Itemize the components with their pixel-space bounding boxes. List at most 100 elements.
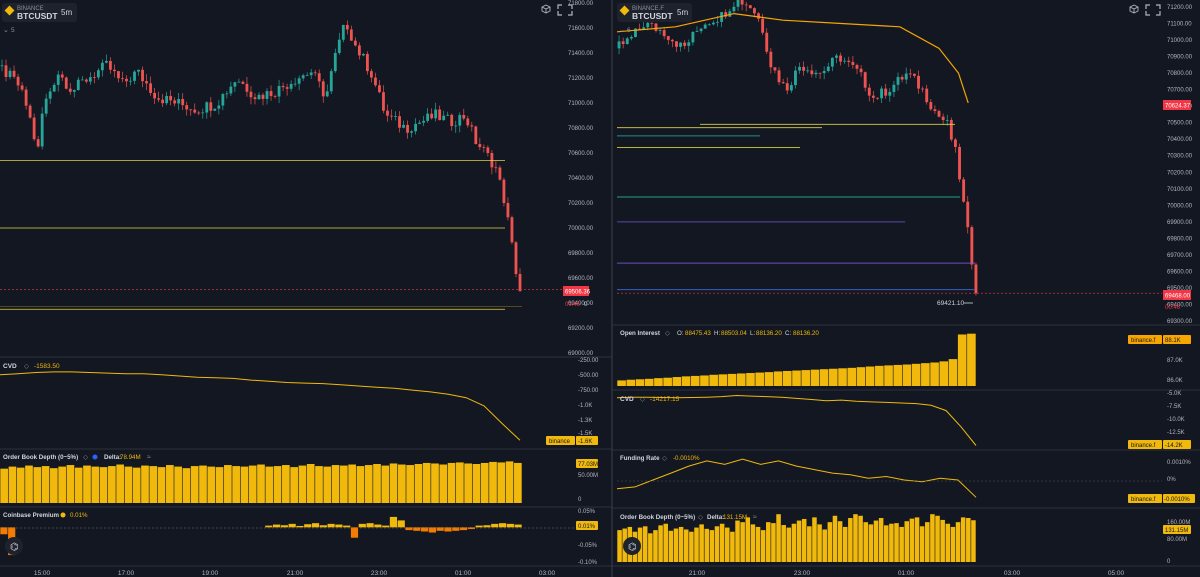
oi-close: 88136.20: [793, 330, 819, 337]
expand-icon[interactable]: [1145, 4, 1161, 16]
right-symbol-header[interactable]: BINANCE.F BTCUSDT 5m: [617, 3, 692, 22]
chevron-down-icon[interactable]: ⌄: [3, 27, 9, 34]
left-price-pane[interactable]: [0, 20, 562, 310]
candle: [253, 97, 257, 100]
expand-icon[interactable]: [557, 4, 573, 16]
premium-bar: [319, 525, 327, 528]
open-interest-bar: [810, 369, 820, 386]
left-premium-pane[interactable]: 0.05% -0.05% -0.10%: [0, 509, 598, 566]
orderbook-depth-bar: [315, 466, 323, 503]
countdown: 00:46: [565, 302, 581, 308]
price-tick-label: 71400.00: [568, 51, 594, 57]
candle: [297, 78, 301, 84]
candle: [321, 81, 325, 97]
candle: [293, 83, 297, 85]
left-price-axis[interactable]: 71800.00 71600.00 71400.00 71200.00 71000.00…: [568, 1, 594, 357]
orderbook-depth-bar: [894, 523, 899, 562]
orderbook-depth-bar: [796, 520, 802, 562]
left-orderbook-pane[interactable]: 50.00M 0: [0, 461, 598, 503]
right-cvd-badge: binance.f -14.2K: [1128, 440, 1191, 449]
interval-label[interactable]: 5m: [61, 8, 72, 17]
right-oi-badge: binance.f 88.1K: [1128, 335, 1191, 344]
candle: [707, 24, 711, 26]
delta-value: 131.15M: [723, 514, 747, 521]
eye-slash-icon[interactable]: ≈: [147, 454, 151, 461]
tradingview-logo-icon[interactable]: ⌬: [623, 537, 641, 555]
open-interest-bar: [700, 375, 709, 386]
orderbook-depth-bar: [58, 466, 66, 503]
left-collapse-button[interactable]: ⌄ 5: [3, 27, 15, 34]
left-obd-legend: Order Book Depth (0~5%) ◇ Delta: 78.94M …: [3, 454, 151, 461]
right-oi-pane[interactable]: 87.0K 86.0K: [617, 333, 1183, 386]
candle: [265, 91, 269, 99]
left-time-axis[interactable]: 15:00 17:00 19:00 21:00 23:00 01:00 03:00: [34, 570, 556, 577]
orderbook-depth-bar: [364, 465, 373, 503]
orderbook-depth-bar: [955, 522, 961, 562]
eye-slash-icon[interactable]: ≈: [753, 514, 757, 521]
binance-logo-icon: [619, 5, 630, 16]
oi-open: 88475.43: [685, 330, 711, 337]
candle: [398, 116, 401, 128]
candle: [949, 119, 953, 140]
candle: [442, 115, 446, 121]
candle: [876, 97, 879, 99]
tradingview-logo-icon[interactable]: ⌬: [5, 537, 23, 555]
binance-logo-icon: [4, 5, 15, 16]
orderbook-depth-bar: [398, 464, 406, 503]
orderbook-depth-bar: [642, 526, 648, 562]
right-time-axis[interactable]: 21:00 23:00 01:00 03:00 05:00: [689, 570, 1125, 577]
orderbook-depth-bar: [248, 465, 257, 503]
settings-icon[interactable]: ◇: [640, 396, 646, 403]
settings-icon[interactable]: ◇: [24, 363, 30, 370]
candle: [458, 114, 462, 126]
status-dot-icon: [92, 454, 98, 460]
candle: [317, 73, 321, 82]
orderbook-depth-bar: [149, 466, 158, 503]
settings-icon[interactable]: ◇: [83, 454, 89, 461]
settings-icon[interactable]: ◇: [665, 330, 671, 337]
orderbook-depth-bar: [422, 462, 431, 503]
right-funding-pane[interactable]: 0.0010% 0%: [616, 458, 1191, 498]
settings-icon[interactable]: ◇: [698, 514, 704, 521]
candle: [341, 24, 345, 40]
candle: [12, 70, 16, 77]
interval-label[interactable]: 5m: [677, 8, 688, 17]
right-price-axis[interactable]: 71200.00 71100.00 71000.00 70900.00 70800.00…: [1167, 5, 1193, 325]
candle: [426, 113, 430, 121]
settings-icon[interactable]: ◇: [662, 455, 668, 462]
open-interest-bar: [635, 379, 645, 386]
premium-bar: [506, 523, 514, 528]
open-interest-bar: [727, 373, 737, 386]
last-price-tag-bg: [563, 286, 589, 296]
candle: [92, 77, 96, 79]
candle: [683, 42, 687, 46]
candle: [506, 203, 510, 218]
cube-icon[interactable]: [1129, 4, 1139, 14]
price-tick-label: 70000.00: [568, 226, 594, 232]
candle: [418, 122, 422, 124]
candle: [752, 8, 756, 14]
cube-icon[interactable]: [541, 4, 551, 14]
candle: [789, 85, 793, 91]
price-tick-label: 70000.00: [1167, 203, 1193, 209]
right-price-pane[interactable]: [616, 0, 1162, 296]
left-cvd-pane[interactable]: -250.00 -500.00 -750.00 -1.0K -1.3K -1.5K: [0, 358, 599, 441]
obd-label: Order Book Depth (0~5%): [620, 514, 695, 521]
left-symbol-header[interactable]: BINANCE BTCUSDT 5m: [2, 3, 77, 22]
right-collapse-button[interactable]: ⌄ 6: [619, 27, 631, 34]
svg-text:O:: O:: [677, 330, 684, 337]
candle: [60, 74, 64, 78]
orderbook-depth-bar: [960, 517, 966, 562]
cvd-badge-value: -1.6K: [578, 439, 592, 445]
candle: [40, 113, 44, 147]
open-interest-bar: [902, 364, 912, 386]
cvd-line: [616, 394, 977, 446]
orderbook-depth-bar: [668, 530, 674, 562]
time-tick-label: 05:00: [1108, 570, 1125, 577]
candle: [871, 95, 875, 98]
chevron-down-icon[interactable]: ⌄: [619, 27, 625, 34]
orderbook-depth-bar: [108, 466, 116, 503]
time-tick-label: 15:00: [34, 570, 51, 577]
candle: [900, 76, 904, 80]
right-cvd-pane[interactable]: -5.0K -7.5K -10.0K -12.5K: [616, 391, 1185, 446]
